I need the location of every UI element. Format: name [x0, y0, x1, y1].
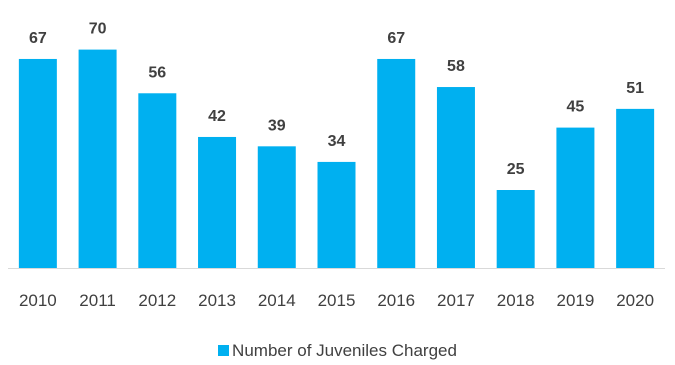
data-label-2011: 70: [89, 21, 107, 38]
bar-2015: [317, 161, 356, 268]
x-tick-label-2013: 2013: [198, 291, 236, 310]
bar-2020: [616, 108, 655, 268]
data-label-2010: 67: [29, 30, 47, 47]
data-label-2020: 51: [626, 80, 644, 97]
x-tick-labels-group: 2010 2011 2012 2013 2014 2015 2016 2017 2018 2019…: [19, 291, 654, 310]
data-label-2015: 34: [328, 133, 346, 150]
bar-2014: [257, 146, 296, 268]
data-labels-group: 67 70 56 42 39 34 67 58 25 45 51: [29, 21, 644, 178]
x-tick-label-2012: 2012: [138, 291, 176, 310]
bar-2019: [556, 127, 595, 268]
x-tick-label-2010: 2010: [19, 291, 57, 310]
x-tick-label-2011: 2011: [79, 291, 116, 310]
legend-swatch: [218, 345, 230, 356]
x-tick-label-2018: 2018: [497, 291, 535, 310]
data-label-2019: 45: [567, 99, 585, 116]
data-label-2017: 58: [447, 58, 465, 75]
bar-2016: [377, 58, 416, 269]
x-tick-label-2014: 2014: [258, 291, 296, 310]
x-tick-label-2019: 2019: [556, 291, 594, 310]
bar-2017: [436, 87, 475, 268]
x-tick-label-2020: 2020: [616, 291, 654, 310]
data-label-2014: 39: [268, 117, 286, 134]
data-label-2018: 25: [507, 161, 525, 178]
x-tick-label-2015: 2015: [318, 291, 356, 310]
bar-2013: [198, 136, 237, 268]
bar-2010: [18, 58, 57, 269]
data-label-2012: 56: [148, 64, 166, 81]
bar-2018: [496, 190, 535, 268]
x-tick-label-2016: 2016: [377, 291, 415, 310]
data-label-2013: 42: [208, 108, 226, 125]
bars-group: [18, 49, 655, 269]
x-tick-label-2017: 2017: [437, 291, 475, 310]
bar-2011: [78, 49, 117, 268]
bar-2012: [138, 93, 177, 268]
data-label-2016: 67: [387, 30, 405, 47]
legend: Number of Juveniles Charged: [0, 341, 675, 361]
legend-label: Number of Juveniles Charged: [232, 341, 457, 360]
